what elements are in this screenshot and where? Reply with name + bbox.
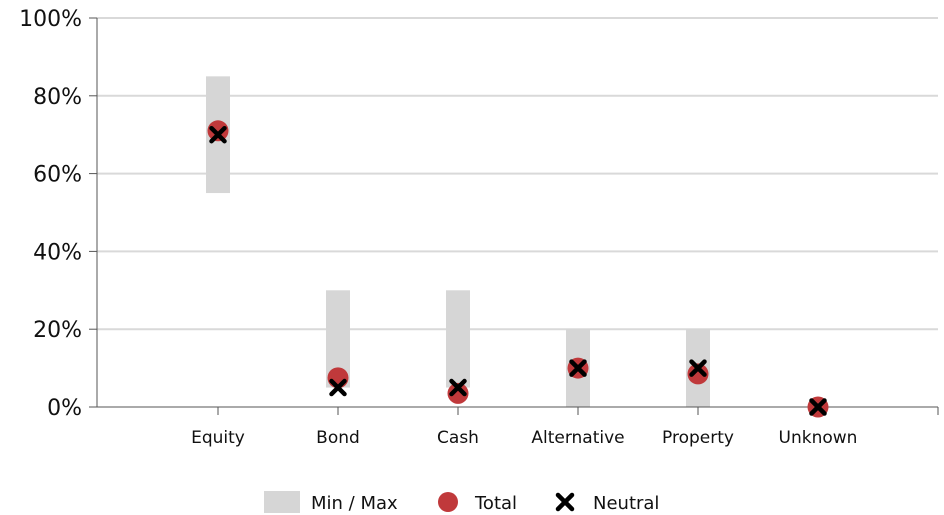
y-tick-labels: 0% 20% 40% 60% 80% 100%: [19, 7, 97, 421]
neutral-marker: [209, 125, 227, 144]
x-tick-label: Bond: [316, 428, 360, 448]
x-tick-labels: Equity Bond Cash Alternative Property Unknown: [191, 407, 939, 448]
range-bar: [446, 290, 470, 388]
x-tick-label: Property: [662, 428, 734, 448]
legend-swatch-min-max: [264, 491, 300, 513]
neutral-marker: [809, 398, 827, 416]
y-tick-label: 20%: [33, 318, 82, 343]
legend-swatch-neutral: [555, 492, 575, 512]
x-tick-label: Cash: [437, 428, 479, 448]
axis-layer: [96, 18, 938, 408]
x-tick-label: Equity: [191, 428, 245, 448]
total-point: [687, 363, 709, 385]
legend-label-total: Total: [474, 493, 517, 514]
neutral-marker: [329, 378, 347, 397]
range-layer: [206, 76, 710, 407]
neutral-marker: [449, 378, 467, 397]
legend-label-neutral: Neutral: [593, 493, 659, 514]
point-layer: [207, 120, 829, 418]
y-tick-label: 100%: [19, 7, 82, 32]
grid-layer: [97, 17, 938, 331]
neutral-marker: [689, 359, 707, 377]
y-tick-label: 60%: [33, 163, 82, 188]
y-tick-label: 80%: [33, 85, 82, 110]
neutral-marker: [569, 359, 587, 377]
x-tick-label: Unknown: [779, 428, 858, 448]
total-point: [207, 120, 229, 142]
total-point: [447, 382, 469, 404]
legend: Min / Max Total Neutral: [264, 491, 659, 514]
y-tick-label: 40%: [33, 240, 82, 265]
legend-label-min-max: Min / Max: [311, 493, 398, 514]
legend-swatch-total: [438, 492, 458, 512]
y-tick-label: 0%: [47, 396, 82, 421]
x-tick-label: Alternative: [531, 428, 624, 448]
